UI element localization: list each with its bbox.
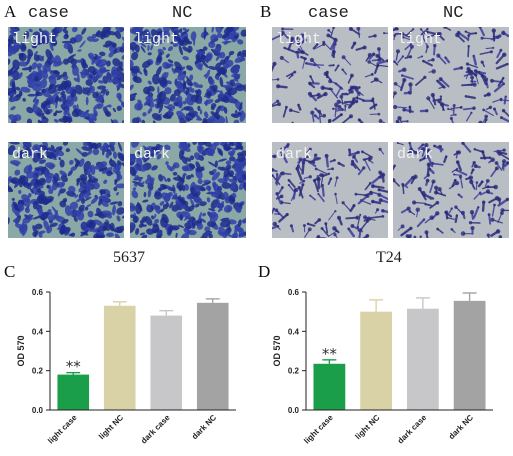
micrograph-b-dark-nc: dark <box>393 142 509 238</box>
micrograph-label: light <box>134 31 180 48</box>
panel-b-col-case: case <box>308 4 349 23</box>
micrograph-label: light <box>276 31 322 48</box>
bar-dark-NC <box>196 302 229 410</box>
panel-letter-b: B <box>260 2 272 21</box>
bar-dark-case <box>150 315 183 410</box>
y-tick-label: 0.2 <box>288 367 300 376</box>
x-tick-label: light NC <box>353 413 381 441</box>
y-tick-label: 0.4 <box>32 327 44 336</box>
bar-dark-NC <box>453 300 486 410</box>
bar-light-case <box>313 363 346 410</box>
micrograph-b-light-nc: light <box>393 27 509 123</box>
y-tick-label: 0.6 <box>288 288 300 297</box>
micrograph-b-light-case: light <box>272 27 388 123</box>
micrograph-a-dark-nc: dark <box>130 142 246 238</box>
x-tick-label: light NC <box>97 413 125 441</box>
x-tick-label: dark case <box>139 413 172 446</box>
micrograph-label: light <box>397 31 443 48</box>
micrograph-a-light-case: light <box>8 27 124 123</box>
panel-a-col-nc: NC <box>172 4 193 23</box>
panel-letter-d: D <box>258 262 271 281</box>
bar-light-case <box>57 374 90 410</box>
micrograph-label: dark <box>12 146 49 163</box>
micrograph-label: dark <box>276 146 313 163</box>
chart-d-title: T24 <box>376 249 402 266</box>
panel-b-col-nc: NC <box>443 4 464 23</box>
bar-light-NC <box>103 305 136 410</box>
chart-c-title: 5637 <box>113 249 145 266</box>
y-axis-label: OD 570 <box>16 335 26 366</box>
y-tick-label: 0.0 <box>32 406 44 415</box>
panel-a-col-case: case <box>28 4 69 23</box>
micrograph-a-light-nc: light <box>130 27 246 123</box>
significance-annotation: ** <box>66 358 82 376</box>
micrograph-a-dark-case: dark <box>8 142 124 238</box>
micrograph-label: dark <box>397 146 434 163</box>
bar-dark-case <box>406 308 439 410</box>
x-tick-label: dark NC <box>447 413 475 441</box>
y-tick-label: 0.0 <box>288 406 300 415</box>
bar-light-NC <box>360 311 393 410</box>
x-tick-label: dark case <box>396 413 429 446</box>
bar-chart-d: 0.0 0.2 0.4 0.6 OD 570 light case ** light NC da… <box>272 288 493 446</box>
y-axis-label: OD 570 <box>272 335 282 366</box>
panel-letter-a: A <box>4 2 17 21</box>
micrograph-label: dark <box>134 146 171 163</box>
x-tick-label: light case <box>46 413 79 446</box>
micrograph-label: light <box>12 31 58 48</box>
micrograph-b-dark-case: dark <box>272 142 388 238</box>
y-tick-label: 0.2 <box>32 367 44 376</box>
x-tick-label: dark NC <box>190 413 218 441</box>
significance-annotation: ** <box>322 345 338 363</box>
x-tick-label: light case <box>302 413 335 446</box>
y-tick-label: 0.6 <box>32 288 44 297</box>
panel-letter-c: C <box>4 262 16 281</box>
bar-chart-c: 0.0 0.2 0.4 0.6 OD 570 light case ** light NC da… <box>16 288 236 446</box>
y-tick-label: 0.4 <box>288 327 300 336</box>
